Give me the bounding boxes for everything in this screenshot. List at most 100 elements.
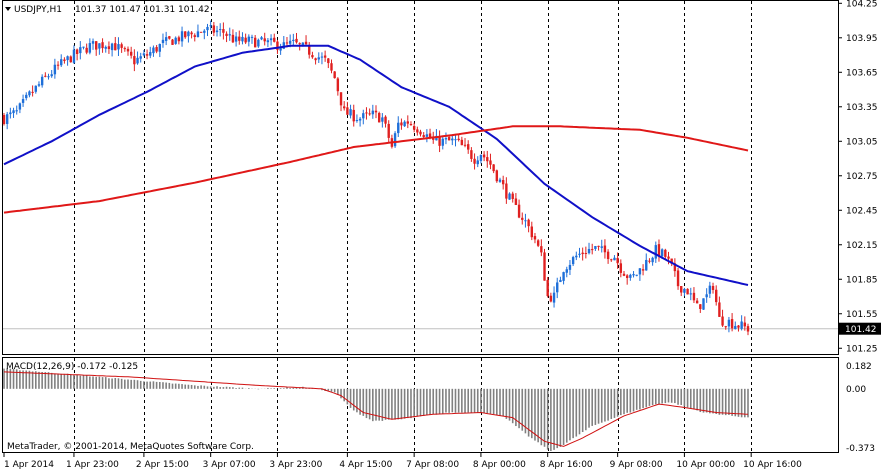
bull-candle [552,292,556,303]
bull-candle [91,41,95,44]
bear-candle [314,58,317,61]
bear-candle [699,304,702,309]
bear-candle [190,32,193,35]
time-axis-label: 8 Apr 16:00 [540,460,593,470]
bull-candle [174,37,177,44]
bear-candle [101,42,104,49]
bear-candle [517,204,521,218]
bear-candle [253,37,257,48]
bear-candle [327,58,330,64]
bear-candle [438,136,441,146]
bull-candle [72,49,76,63]
bear-candle [597,245,600,247]
bull-candle [158,44,161,52]
bear-candle [473,158,476,164]
bull-candle [660,249,664,257]
bull-candle [381,117,384,122]
bear-candle [387,123,390,138]
bull-candle [152,47,155,54]
bull-candle [635,274,638,276]
bull-candle [53,64,57,75]
bear-candle [339,92,343,106]
price-axis-label: 103.35 [846,103,878,113]
bear-candle [591,249,594,251]
bear-candle [603,245,607,253]
bull-candle [15,110,18,112]
fast-moving-average-line [3,44,749,286]
bull-candle [247,36,251,42]
bull-candle [21,99,25,103]
bull-candle [301,42,305,45]
bull-candle [60,59,63,66]
bull-candle [257,39,260,47]
bull-candle [425,134,429,137]
bear-candle [406,121,409,124]
bear-candle [323,55,327,58]
bear-candle [482,154,486,158]
bear-candle [657,244,661,257]
bear-candle [549,295,553,302]
bull-candle [479,154,483,161]
price-axis-label: 104.25 [846,0,878,9]
bear-candle [467,144,470,150]
bull-candle [362,113,365,119]
bear-candle [743,322,747,327]
bear-candle [129,51,133,56]
bull-candle [654,245,657,259]
bull-candle [228,34,231,36]
bull-candle [279,48,282,51]
bull-candle [683,288,686,293]
price-axis-label: 102.75 [846,172,878,182]
bear-candle [212,25,216,33]
bull-candle [371,110,375,115]
bull-candle [571,257,575,265]
bear-candle [606,251,610,260]
bear-candle [193,35,196,37]
bull-candle [349,109,352,116]
bear-candle [171,39,174,45]
bear-candle [222,29,225,33]
macd-scale-max: 0.182 [846,362,872,372]
bull-candle [266,40,270,43]
bull-candle [18,103,22,110]
bull-candle [740,321,743,329]
dropdown-arrow-icon[interactable] [5,7,11,11]
bull-candle [260,37,263,40]
bear-candle [133,56,136,65]
bear-candle [486,157,489,162]
bull-candle [215,30,219,33]
bear-candle [711,285,715,290]
bull-candle [269,38,273,41]
bull-candle [702,298,705,310]
bull-candle [12,110,15,114]
bull-candle [28,91,31,96]
bear-candle [368,113,371,115]
bull-candle [66,56,69,61]
bear-candle [155,47,158,52]
bull-candle [209,25,212,27]
bear-candle [145,54,149,56]
bull-candle [651,257,654,263]
bull-candle [196,31,200,38]
bear-candle [676,270,680,287]
bear-candle [346,107,349,115]
bull-candle [613,257,616,261]
bear-candle [311,55,314,58]
bull-candle [219,29,222,31]
bull-candle [104,46,107,49]
bear-candle [521,217,524,220]
bear-candle [546,279,549,297]
bear-candle [460,139,464,146]
bear-candle [285,42,289,44]
bear-candle [107,46,111,50]
bear-candle [225,33,228,36]
bear-candle [432,137,435,140]
bear-candle [530,226,533,238]
bull-candle [689,293,692,295]
time-axis-label: 4 Apr 15:00 [339,460,392,470]
bear-candle [457,138,460,140]
bull-candle [206,26,209,31]
bear-candle [619,263,623,273]
